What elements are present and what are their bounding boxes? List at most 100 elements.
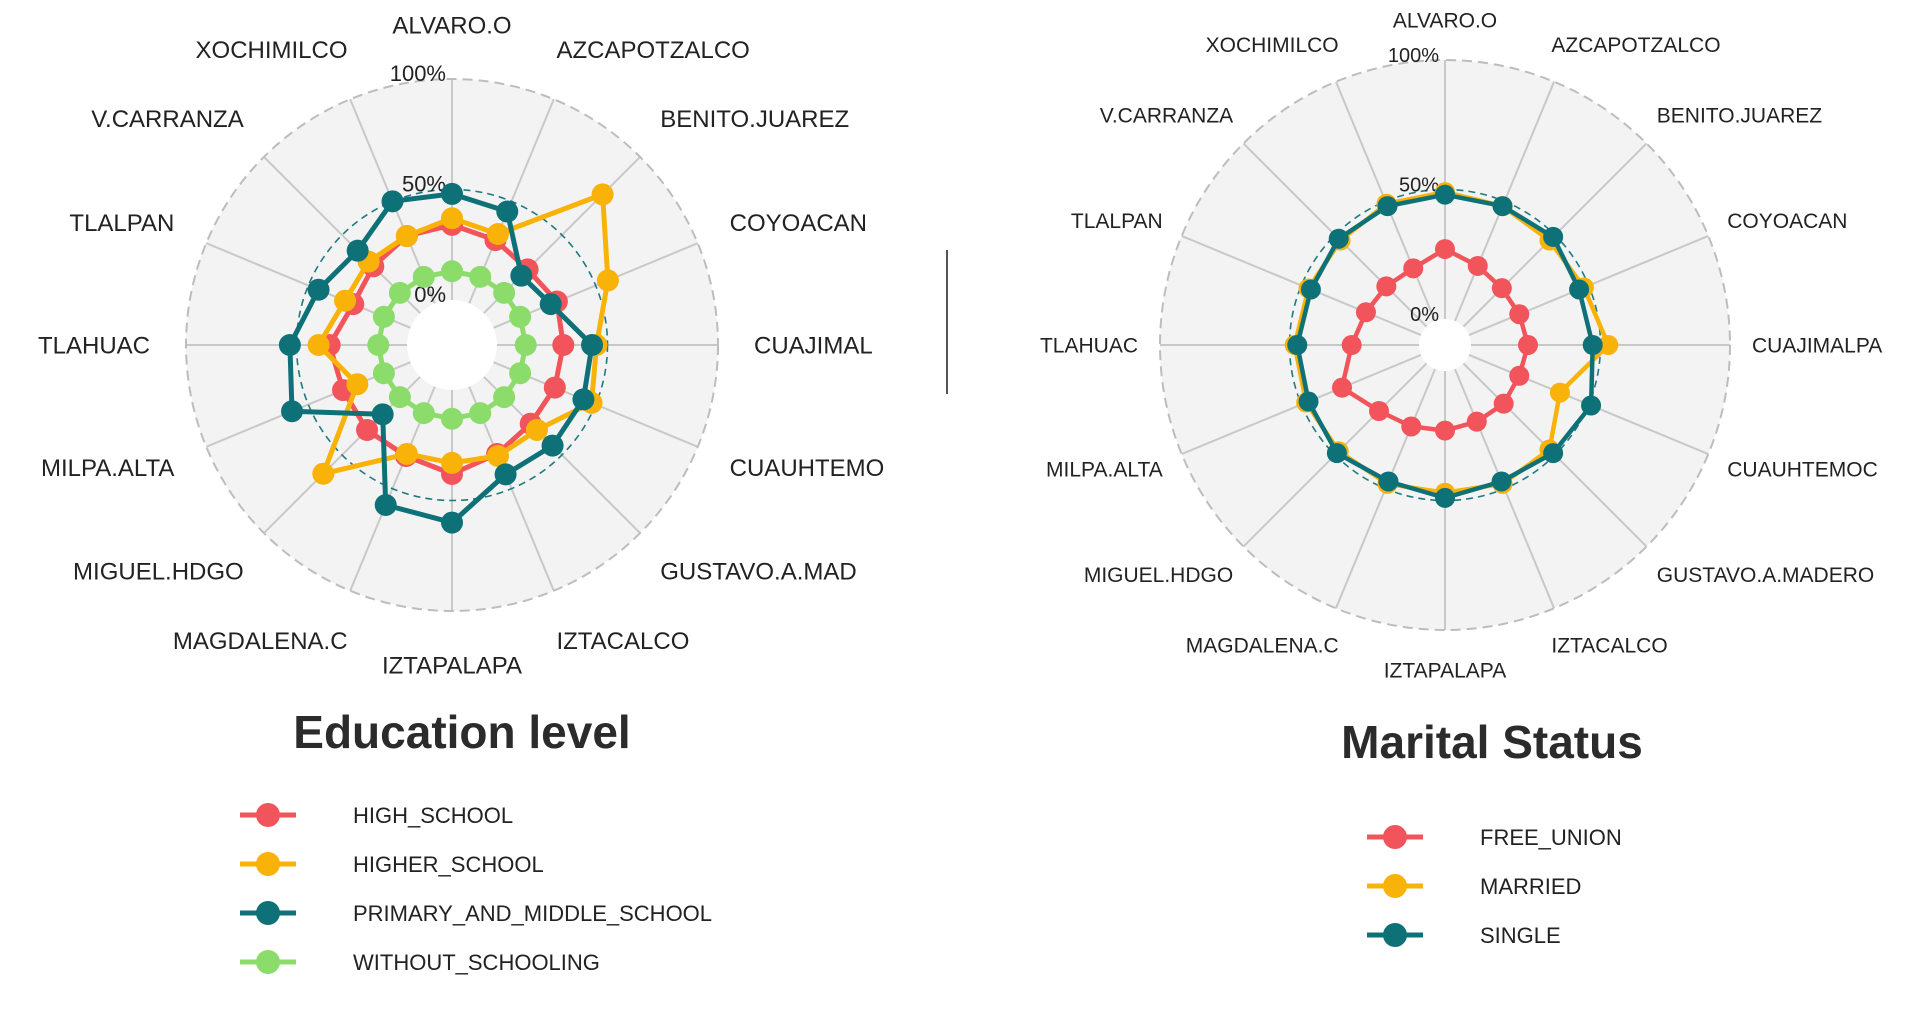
- data-point-single: [1543, 443, 1564, 464]
- category-label: CUAUHTEMOC: [1727, 459, 1878, 482]
- data-point-without-schooling: [493, 281, 516, 304]
- data-point-without-schooling: [372, 305, 395, 328]
- data-point-higher-school: [312, 462, 335, 485]
- data-point-higher-school: [307, 334, 330, 356]
- category-label: MIGUEL.HDGO: [73, 559, 244, 586]
- category-label: GUSTAVO.A.MAD: [660, 559, 856, 586]
- data-point-without-schooling: [514, 334, 537, 356]
- category-label: GUSTAVO.A.MADERO: [1657, 564, 1874, 587]
- data-point-primary-and-middle-school: [278, 334, 301, 356]
- category-label: CUAUHTEMO: [730, 455, 885, 482]
- category-label: AZCAPOTZALCO: [556, 37, 749, 64]
- data-point-primary-and-middle-school: [374, 493, 397, 516]
- category-label: MAGDALENA.C: [173, 628, 348, 655]
- data-point-single: [1543, 226, 1564, 247]
- data-point-single: [1328, 228, 1349, 249]
- data-point-single: [1378, 471, 1399, 492]
- data-point-higher-school: [596, 269, 619, 292]
- category-label: CUAJIMALPA: [1752, 334, 1882, 357]
- axis-tick-label: 100%: [390, 61, 446, 86]
- data-point-single: [1492, 196, 1513, 217]
- radar-outer-circle: [185, 78, 719, 612]
- legend-marker: [1383, 923, 1407, 947]
- data-point-single: [1491, 471, 1512, 492]
- data-point-higher-school: [591, 183, 614, 206]
- radar-center-hole: [1419, 319, 1471, 371]
- data-point-primary-and-middle-school: [346, 239, 369, 262]
- radar-center-hole: [407, 300, 497, 390]
- category-label: V.CARRANZA: [1100, 105, 1233, 128]
- category-label: TLAHUAC: [38, 332, 150, 359]
- legend-marker: [256, 803, 280, 827]
- category-label: MAGDALENA.C: [1186, 635, 1339, 658]
- data-point-free-union: [1435, 239, 1455, 260]
- data-point-free-union: [1491, 278, 1512, 299]
- data-point-single: [1435, 487, 1455, 508]
- data-point-higher-school: [334, 289, 357, 312]
- category-label: MILPA.ALTA: [41, 455, 174, 482]
- panel-divider: [946, 250, 948, 394]
- category-label: CUAJIMAL: [754, 332, 873, 359]
- axis-tick-label: 50%: [402, 172, 446, 197]
- data-point-without-schooling: [441, 407, 463, 430]
- data-point-free-union: [1467, 255, 1488, 276]
- data-point-free-union: [1341, 335, 1362, 355]
- legend-label: HIGH_SCHOOL: [353, 803, 513, 828]
- data-point-higher-school: [395, 442, 418, 465]
- legend-marker: [256, 950, 280, 974]
- data-point-without-schooling: [469, 402, 492, 425]
- axis-tick-label: 100%: [1388, 45, 1439, 67]
- data-point-primary-and-middle-school: [441, 511, 463, 534]
- legend-label: WITHOUT_SCHOOLING: [353, 950, 600, 975]
- category-label: BENITO.JUAREZ: [1657, 105, 1822, 128]
- category-label: MIGUEL.HDGO: [1084, 564, 1233, 587]
- data-point-free-union: [1509, 365, 1530, 386]
- category-label: ALVARO.O: [1393, 9, 1497, 32]
- category-label: IZTAPALAPA: [382, 652, 522, 679]
- data-point-free-union: [1376, 276, 1397, 297]
- legend-marker: [1383, 874, 1407, 898]
- legend-marker: [1383, 825, 1407, 849]
- data-point-without-schooling: [412, 402, 435, 425]
- data-point-married: [1598, 335, 1619, 355]
- data-point-free-union: [1401, 416, 1422, 437]
- data-point-free-union: [1332, 377, 1353, 398]
- education-chart: 0%50%100%ALVARO.OAZCAPOTZALCOBENITO.JUAR…: [38, 12, 884, 679]
- data-point-higher-school: [346, 373, 369, 396]
- data-point-single: [1435, 184, 1455, 205]
- marital-chart: 0% 50% 100% ALVARO.O AZCAPOTZALCO BENITO.JUAR…: [1040, 9, 1882, 682]
- data-point-single: [1377, 196, 1398, 217]
- data-point-primary-and-middle-school: [441, 182, 463, 205]
- data-point-primary-and-middle-school: [510, 264, 533, 287]
- data-point-primary-and-middle-school: [371, 403, 394, 426]
- data-point-single: [1326, 443, 1347, 464]
- category-label: BENITO.JUAREZ: [660, 106, 849, 133]
- legend-label: FREE_UNION: [1480, 825, 1622, 850]
- data-point-higher-school: [486, 223, 509, 246]
- data-point-higher-school: [441, 451, 463, 474]
- legend-label: MARRIED: [1480, 874, 1581, 899]
- data-point-higher-school: [486, 444, 509, 467]
- data-point-primary-and-middle-school: [307, 278, 330, 301]
- data-point-single: [1581, 395, 1602, 416]
- data-point-without-schooling: [367, 334, 390, 356]
- category-label: COYOACAN: [1727, 210, 1847, 233]
- legend-label: PRIMARY_AND_MIDDLE_SCHOOL: [353, 901, 712, 926]
- category-label: AZCAPOTZALCO: [1551, 34, 1720, 57]
- chart-title: Education level: [293, 706, 630, 758]
- data-point-primary-and-middle-school: [381, 190, 404, 213]
- data-point-free-union: [1517, 335, 1538, 355]
- legend-marker: [256, 852, 280, 876]
- chart-title: Marital Status: [1341, 716, 1643, 768]
- data-point-free-union: [1435, 420, 1455, 441]
- data-point-married: [1549, 382, 1570, 403]
- data-point-primary-and-middle-school: [496, 200, 519, 223]
- category-label: COYOACAN: [730, 210, 867, 237]
- data-point-high-school: [552, 334, 575, 356]
- data-point-primary-and-middle-school: [572, 388, 595, 411]
- category-label: TLALPAN: [69, 210, 174, 237]
- data-point-without-schooling: [388, 386, 411, 409]
- category-label: XOCHIMILCO: [196, 37, 348, 64]
